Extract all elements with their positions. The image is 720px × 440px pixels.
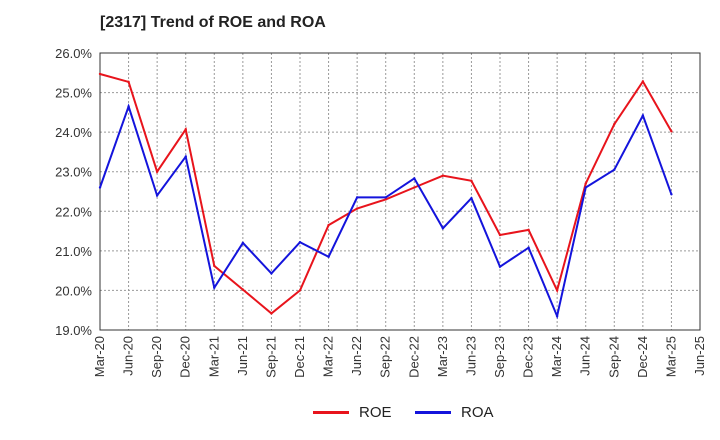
line-chart: 19.0% 20.0% 21.0% 22.0% 23.0% 24.0% 25.0% 26.0%… — [55, 46, 707, 378]
roa-data-point — [270, 272, 273, 275]
roe-data-point — [584, 182, 587, 185]
roe-data-point — [413, 186, 416, 189]
roe-data-point — [441, 174, 445, 177]
roe-data-point — [213, 264, 216, 268]
y-tick-label: 26.0% — [55, 46, 92, 61]
x-tick-label: Mar-22 — [321, 336, 336, 377]
legend-item-roe: ROE — [313, 404, 392, 421]
roa-data-point — [498, 265, 502, 268]
x-tick-label: Jun-20 — [121, 336, 136, 376]
roa-data-point — [98, 186, 102, 189]
roe-data-point — [670, 130, 673, 133]
y-tick-label: 22.0% — [55, 204, 92, 219]
y-tick-label: 19.0% — [55, 323, 92, 338]
x-tick-label: Sep-24 — [606, 336, 621, 378]
roa-data-point — [127, 105, 130, 108]
roe-data-point — [470, 179, 473, 183]
roa-data-point — [184, 155, 187, 158]
chart-title: [2317] Trend of ROE and ROA — [100, 14, 326, 31]
roe-data-point — [241, 288, 245, 291]
roa-data-point — [670, 193, 673, 196]
roe-data-point — [527, 228, 530, 232]
legend-label-roa: ROA — [461, 404, 494, 421]
x-tick-label: Dec-21 — [292, 336, 307, 378]
x-tick-label: Jun-25 — [692, 336, 707, 376]
x-tick-label: Jun-21 — [235, 336, 250, 376]
roa-data-point — [641, 114, 645, 117]
x-tick-label: Dec-20 — [178, 336, 193, 378]
x-tick-label: Jun-23 — [463, 336, 478, 376]
roa-data-point — [155, 194, 159, 197]
roe-data-point — [498, 233, 502, 237]
roe-data-point — [127, 80, 130, 84]
y-tick-label: 25.0% — [55, 86, 92, 101]
x-tick-label: Dec-24 — [635, 336, 650, 378]
roe-data-point — [641, 80, 645, 83]
x-tick-label: Mar-21 — [206, 336, 221, 377]
x-tick-label: Sep-20 — [149, 336, 164, 378]
roa-data-point — [213, 286, 216, 289]
roa-data-point — [241, 241, 245, 245]
roa-data-point — [413, 177, 416, 180]
roe-data-point — [155, 170, 159, 173]
x-tick-label: Jun-24 — [578, 336, 593, 376]
legend-item-roa: ROA — [415, 404, 494, 421]
chart-legend: ROE ROA — [0, 404, 720, 426]
y-tick-label: 23.0% — [55, 165, 92, 180]
roa-data-point — [584, 186, 587, 189]
roe-data-point — [555, 289, 559, 292]
legend-label-roe: ROE — [359, 404, 392, 421]
roa-data-point — [470, 197, 473, 200]
y-tick-label: 20.0% — [55, 283, 92, 298]
x-tick-label: Mar-23 — [435, 336, 450, 377]
roe-data-point — [98, 72, 102, 76]
x-tick-label: Sep-21 — [263, 336, 278, 378]
roe-data-point — [355, 207, 359, 210]
roa-data-point — [527, 246, 530, 249]
roe-data-point — [384, 198, 387, 201]
roa-data-point — [441, 227, 445, 230]
x-tick-label: Mar-25 — [663, 336, 678, 377]
roa-data-point — [327, 255, 330, 258]
roe-data-point — [327, 223, 330, 227]
x-tick-label: Jun-22 — [349, 336, 364, 376]
roe-data-point — [613, 123, 616, 126]
plot-area-frame — [99, 52, 701, 331]
roa-data-point — [298, 240, 302, 244]
roe-data-point — [184, 128, 187, 131]
roa-data-point — [384, 196, 387, 199]
x-tick-label: Sep-22 — [378, 336, 393, 378]
x-tick-label: Mar-20 — [92, 336, 107, 377]
x-tick-label: Dec-22 — [406, 336, 421, 378]
x-tick-label: Dec-23 — [521, 336, 536, 378]
roe-data-point — [298, 289, 302, 292]
legend-swatch-roa — [415, 411, 451, 414]
roa-data-point — [613, 168, 616, 171]
x-tick-label: Mar-24 — [549, 336, 564, 377]
roa-data-point — [355, 196, 359, 199]
y-tick-label: 21.0% — [55, 244, 92, 259]
y-tick-label: 24.0% — [55, 125, 92, 140]
roe-data-point — [270, 312, 273, 315]
x-tick-label: Sep-23 — [492, 336, 507, 378]
roa-data-point — [555, 314, 559, 318]
legend-swatch-roe — [313, 411, 349, 414]
